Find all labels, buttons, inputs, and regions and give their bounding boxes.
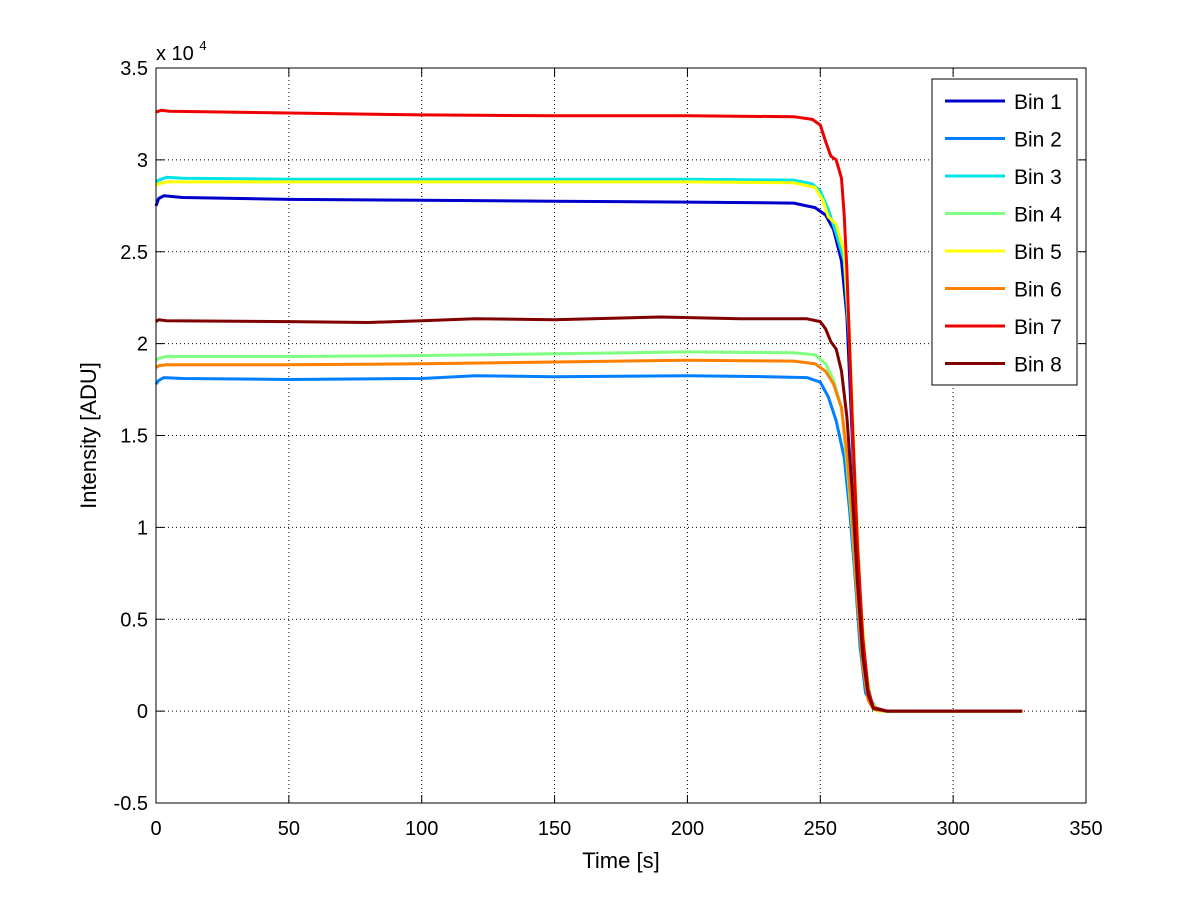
y-tick-label: 1.5 bbox=[120, 426, 148, 448]
y-exponent-label: x 10 4 bbox=[156, 38, 207, 65]
x-tick-label: 100 bbox=[405, 818, 438, 840]
legend: Bin 1 Bin 2 Bin 3 Bin 4 Bin 5 Bin 6 Bin 7 Bin 8 bbox=[931, 78, 1078, 386]
x-tick-label: 50 bbox=[278, 818, 300, 840]
x-tick-label: 0 bbox=[150, 818, 161, 840]
legend-label: Bin 5 bbox=[1014, 241, 1062, 264]
legend-label: Bin 1 bbox=[1014, 91, 1062, 114]
y-axis-label: Intensity [ADU] bbox=[76, 362, 101, 509]
x-tick-label: 150 bbox=[538, 818, 571, 840]
series-layer bbox=[154, 108, 1023, 713]
y-tick-label: 0 bbox=[137, 701, 148, 723]
x-tick-label: 200 bbox=[671, 818, 704, 840]
y-tick-label: -0.5 bbox=[114, 793, 148, 815]
y-tick-label: 2 bbox=[137, 334, 148, 356]
series-line-bin-8 bbox=[155, 315, 1023, 713]
y-tick-label: 2.5 bbox=[120, 242, 148, 264]
x-axis-label: Time [s] bbox=[582, 848, 659, 873]
legend-label: Bin 6 bbox=[1014, 279, 1062, 302]
legend-label: Bin 3 bbox=[1014, 166, 1062, 189]
y-tick-label: 1 bbox=[137, 517, 148, 539]
legend-box bbox=[931, 78, 1078, 386]
legend-label: Bin 4 bbox=[1014, 204, 1062, 227]
y-tick-label: 3.5 bbox=[120, 58, 148, 80]
y-tick-label: 0.5 bbox=[120, 609, 148, 631]
x-tick-label: 250 bbox=[804, 818, 837, 840]
ticks: 0 50 100 150 200 250 300 350-0.500.511.522.533.… bbox=[114, 58, 1103, 840]
y-tick-label: 3 bbox=[137, 150, 148, 172]
legend-label: Bin 7 bbox=[1014, 316, 1062, 339]
x-tick-label: 350 bbox=[1069, 818, 1102, 840]
plot-area: 0 50 100 150 200 250 300 350-0.500.511.522.533.… bbox=[114, 58, 1103, 840]
grid bbox=[156, 68, 1086, 803]
legend-label: Bin 8 bbox=[1014, 354, 1062, 377]
x-tick-label: 300 bbox=[936, 818, 969, 840]
legend-label: Bin 2 bbox=[1014, 129, 1062, 152]
